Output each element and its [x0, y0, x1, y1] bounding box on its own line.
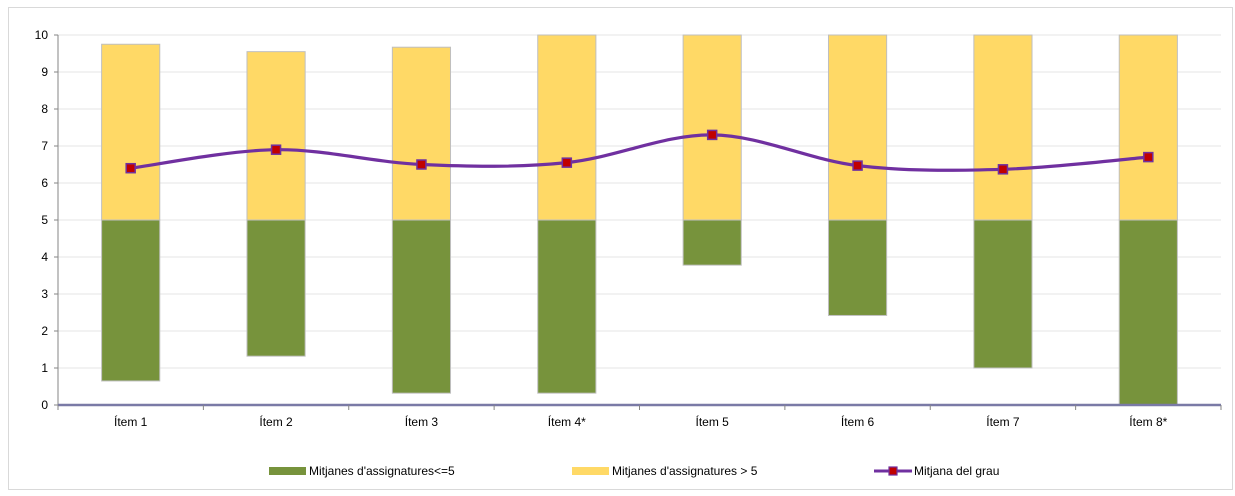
- y-tick-label: 3: [41, 287, 48, 301]
- legend-marker: [888, 466, 898, 476]
- chart-frame: 0 1 2 3 4 5 6 7 8 9 10 Ítem 1 Ítem 2 Ítem 3 Ítem 4* Íte…: [8, 7, 1233, 490]
- x-tick-label: Ítem 1: [114, 414, 148, 429]
- bar: [246, 51, 306, 221]
- bar: [682, 219, 742, 266]
- bar: [973, 219, 1033, 369]
- x-tick-label: Ítem 4*: [548, 414, 586, 429]
- legend: Mitjanes d'assignatures<=5 Mitjanes d'ass…: [269, 464, 999, 478]
- series-line: [130, 133, 1149, 172]
- y-tick-label: 7: [41, 139, 48, 153]
- bar: [682, 34, 742, 221]
- bar: [537, 219, 597, 394]
- y-tick-label: 1: [41, 361, 48, 375]
- y-tick-label: 8: [41, 102, 48, 116]
- line-marker: [416, 159, 427, 170]
- line-marker: [561, 157, 573, 168]
- line-marker: [706, 129, 718, 141]
- bar: [101, 219, 161, 382]
- line-marker: [125, 162, 136, 174]
- bar: [973, 34, 1033, 221]
- y-tick-label: 0: [41, 398, 48, 412]
- y-tick-label: 6: [41, 176, 48, 190]
- y-tick-label: 4: [41, 250, 48, 264]
- legend-label: Mitjana del grau: [914, 464, 999, 478]
- line-marker: [1143, 151, 1154, 163]
- line-marker: [852, 160, 863, 171]
- bar: [1118, 34, 1178, 221]
- line-marker: [270, 144, 282, 155]
- y-tick-label: 5: [41, 213, 48, 227]
- legend-label: Mitjanes d'assignatures<=5: [309, 464, 455, 478]
- bar: [101, 43, 161, 221]
- y-tick-label: 10: [35, 28, 49, 42]
- bar: [537, 34, 597, 221]
- bar: [391, 219, 452, 394]
- bar: [246, 219, 306, 357]
- x-tick-label: Ítem 2: [259, 414, 293, 429]
- x-tick-label: Ítem 5: [696, 414, 730, 429]
- bar-line-chart: 0 1 2 3 4 5 6 7 8 9 10 Ítem 1 Ítem 2 Ítem 3 Ítem 4* Íte…: [35, 28, 1222, 478]
- y-tick-label: 9: [41, 65, 48, 79]
- x-tick-label: Ítem 6: [841, 414, 875, 429]
- legend-swatch: [269, 467, 306, 475]
- line-marker: [997, 164, 1009, 175]
- x-tick-label: Ítem 8*: [1129, 414, 1167, 429]
- legend-swatch: [572, 467, 609, 475]
- bar: [391, 46, 452, 221]
- bar: [827, 34, 888, 221]
- bar: [827, 219, 888, 316]
- x-tick-label: Ítem 7: [986, 414, 1020, 429]
- y-tick-label: 2: [41, 324, 48, 338]
- bar: [1118, 219, 1178, 406]
- legend-label: Mitjanes d'assignatures > 5: [612, 464, 758, 478]
- x-tick-label: Ítem 3: [405, 414, 439, 429]
